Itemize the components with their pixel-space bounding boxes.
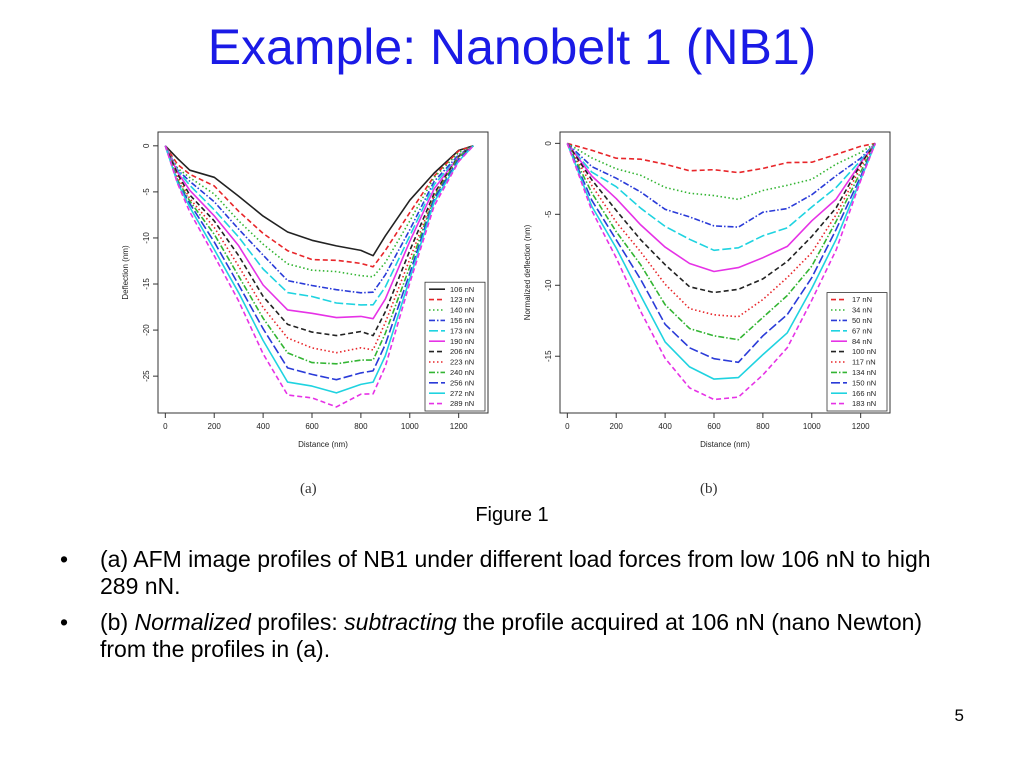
bullet-item: • (b) Normalized profiles: subtracting th… — [60, 609, 960, 663]
slide-title: Example: Nanobelt 1 (NB1) — [207, 19, 817, 75]
series-line — [164, 145, 474, 354]
bullet-text: profiles: — [250, 609, 345, 635]
x-tick-label: 200 — [208, 422, 222, 431]
x-tick-label: 400 — [658, 422, 672, 431]
legend-label: 272 nN — [450, 389, 474, 398]
legend-label: 100 nN — [852, 347, 876, 356]
legend-label: 50 nN — [852, 316, 872, 325]
series-line — [566, 142, 876, 252]
series-line — [566, 142, 876, 201]
chart-panel-b: 0 200 400 600 800 1000 1200 0 -5 -10 -15 Distance (… — [510, 118, 900, 458]
series-line — [567, 142, 876, 174]
series-line — [566, 143, 877, 364]
x-tick-label: 400 — [256, 422, 270, 431]
series-line — [566, 142, 876, 273]
y-tick-label: -25 — [142, 370, 151, 382]
panel-b-tag: (b) — [700, 481, 718, 497]
legend-label: 84 nN — [852, 337, 872, 346]
y-tick-label: -15 — [142, 278, 151, 290]
y-tick-label: -10 — [544, 279, 553, 291]
legend-label: 240 nN — [450, 368, 474, 377]
x-tick-label: 1200 — [450, 422, 468, 431]
bullet-marker: • — [60, 546, 69, 572]
panel-a-tag: (a) — [300, 481, 317, 497]
series-line — [566, 143, 877, 401]
series-line — [164, 145, 474, 294]
series-line — [164, 145, 474, 278]
legend-label: 183 nN — [852, 399, 876, 408]
x-tick-label: 1000 — [803, 422, 821, 431]
legend-label: 67 nN — [852, 326, 872, 335]
page-number: 5 — [954, 706, 964, 725]
deflection-chart-b: 0 200 400 600 800 1000 1200 0 -5 -10 -15 Distance (… — [523, 131, 891, 449]
legend-label: 117 nN — [852, 358, 876, 367]
series-line — [164, 145, 474, 381]
y-axis-label: Deflection (nm) — [121, 245, 130, 300]
legend-box — [424, 281, 486, 412]
series-line — [164, 145, 474, 408]
bullet-emphasis: Normalized — [134, 609, 251, 635]
y-axis-label: Normalized deflection (nm) — [523, 224, 532, 320]
legend-label: 289 nN — [450, 399, 474, 408]
series-line — [566, 143, 877, 341]
x-axis-label: Distance (nm) — [298, 440, 348, 449]
x-tick-label: 0 — [565, 422, 570, 431]
series-line — [164, 145, 474, 365]
x-tick-label: 600 — [707, 422, 721, 431]
legend-label: 17 nN — [852, 295, 872, 304]
x-tick-label: 1200 — [852, 422, 870, 431]
x-tick-label: 800 — [756, 422, 770, 431]
legend-label: 256 nN — [450, 378, 474, 387]
legend-label: 140 nN — [450, 306, 474, 315]
series-line — [164, 145, 474, 394]
series-line — [566, 142, 876, 294]
series-line — [164, 145, 474, 268]
legend-label: 106 nN — [450, 285, 474, 294]
bullet-emphasis: subtracting — [344, 609, 457, 635]
figure-caption: Figure 1 — [475, 504, 549, 526]
chart-panel-a: 0 200 400 600 800 1000 1200 0 -5 -10 -15 -20 -25 Dist… — [108, 118, 498, 458]
bullet-text: (b) — [100, 609, 135, 635]
series-line — [164, 145, 474, 257]
series-line — [164, 145, 474, 306]
y-tick-label: -5 — [142, 188, 151, 196]
series-line — [566, 142, 876, 228]
x-tick-label: 600 — [305, 422, 319, 431]
legend-label: 34 nN — [852, 306, 872, 315]
legend-label: 223 nN — [450, 358, 474, 367]
legend-label: 206 nN — [450, 347, 474, 356]
series-line — [566, 143, 877, 380]
x-tick-label: 1000 — [401, 422, 419, 431]
bullet-text: (a) AFM image profiles of NB1 under diff… — [100, 546, 931, 599]
plot-frame — [559, 131, 891, 414]
bullet-text: the profile acquired at 106 nN (nano New… — [100, 609, 923, 662]
x-axis-label: Distance (nm) — [700, 440, 750, 449]
series-line — [164, 145, 474, 337]
series-line — [566, 142, 876, 318]
series-line — [164, 145, 474, 320]
legend-box — [826, 292, 888, 412]
bullet-marker: • — [60, 609, 69, 635]
y-tick-label: 0 — [544, 141, 553, 146]
legend-label: 150 nN — [852, 378, 876, 387]
y-tick-label: -15 — [544, 350, 553, 362]
legend-label: 166 nN — [852, 389, 876, 398]
plot-frame — [157, 131, 489, 414]
y-tick-label: -20 — [142, 324, 151, 336]
x-tick-label: 0 — [163, 422, 168, 431]
deflection-chart-a: 0 200 400 600 800 1000 1200 0 -5 -10 -15 -20 -25 Dist… — [121, 131, 489, 449]
y-tick-label: 0 — [142, 143, 151, 148]
bullet-item: • (a) AFM image profiles of NB1 under dif… — [60, 546, 960, 600]
legend-label: 173 nN — [450, 326, 474, 335]
legend-label: 123 nN — [450, 295, 474, 304]
x-tick-label: 200 — [610, 422, 624, 431]
bullet-list: • (a) AFM image profiles of NB1 under dif… — [60, 546, 960, 672]
y-tick-label: -5 — [544, 210, 553, 218]
x-tick-label: 800 — [354, 422, 368, 431]
legend-label: 156 nN — [450, 316, 474, 325]
y-tick-label: -10 — [142, 232, 151, 244]
legend-label: 190 nN — [450, 337, 474, 346]
legend-label: 134 nN — [852, 368, 876, 377]
